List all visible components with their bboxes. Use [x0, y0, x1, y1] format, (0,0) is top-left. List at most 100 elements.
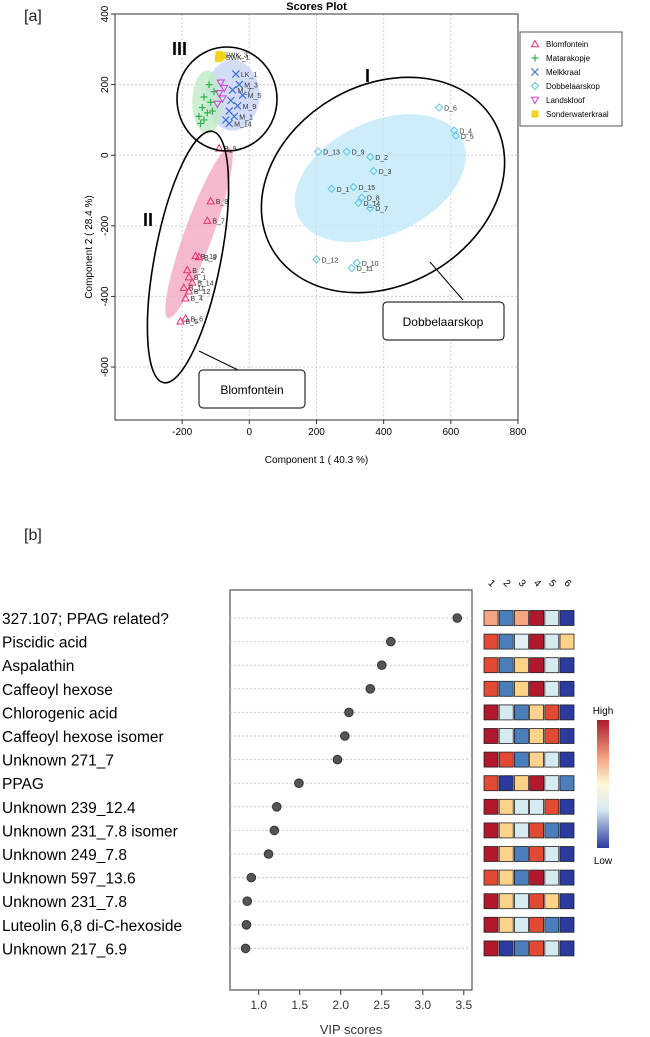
color-scale-high: High: [593, 706, 614, 717]
compound-label: 327.107; PPAG related?: [2, 611, 169, 628]
data-point: [312, 255, 321, 264]
compound-label: Aspalathin: [2, 658, 74, 675]
point-label: D_6: [444, 106, 457, 113]
legend-label: Sonderwaterkraal: [546, 110, 609, 119]
x-tick-label: 400: [375, 427, 392, 438]
vip-dot: [376, 660, 387, 670]
y-tick-label: 0: [100, 152, 111, 158]
y-tick-label: 200: [100, 76, 111, 93]
point-label: D_15: [358, 185, 375, 192]
compound-label: Chlorogenic acid: [2, 705, 117, 722]
vip-dot: [344, 707, 354, 718]
callout-box: [198, 369, 306, 409]
data-point: [179, 283, 189, 291]
vip-dot: [271, 802, 282, 812]
point-label: D_2: [375, 155, 388, 162]
panel-label-b: [b]: [24, 527, 42, 544]
x-tick-label: 800: [510, 427, 527, 438]
color-scale-low: Low: [594, 856, 613, 867]
x-tick-label: 3.5: [455, 998, 472, 1012]
data-point: [206, 196, 216, 205]
point-label: D_3: [379, 169, 392, 176]
vip-dot: [340, 731, 350, 741]
heatmap-cell: [529, 798, 544, 815]
heatmap-cell: [483, 940, 499, 957]
data-point: [181, 313, 190, 322]
vip-dot: [269, 825, 280, 836]
series-matarakopje: [195, 81, 218, 127]
compound-label: Unknown 231_7.8 isomer: [2, 823, 178, 840]
series-blomfontein: B_9 B_8 B_7 B_10B_3 B_2B_1B_14B_11B_12B_4 B_6…: [176, 143, 237, 326]
x-tick-label: 3.0: [414, 998, 431, 1012]
heatmap-cell: [483, 610, 499, 626]
heatmap-cell: [498, 633, 514, 650]
heatmap-cell: [483, 775, 499, 792]
series-dobbelaarskop: D_6 D_4D_5 D_13 D_9 D_2 D_3 D_1 D_15 D_8D_14D_7 D…: [312, 103, 474, 273]
heatmap-cell: [544, 869, 560, 886]
heatmap-cell: [544, 893, 560, 910]
heatmap-cell: [514, 633, 529, 650]
heatmap-cell: [514, 798, 529, 815]
y-axis-label: Component 2 ( 28.4 %): [84, 195, 95, 298]
compound-label: Unknown 217_6.9: [2, 941, 127, 958]
heatmap-cell: [498, 680, 514, 697]
data-point: [238, 91, 247, 100]
data-point: [347, 263, 356, 273]
group-label-ii: II: [143, 210, 153, 230]
legend-marker: [530, 39, 540, 48]
heatmap-cell: [514, 869, 529, 886]
group-outline: [176, 46, 278, 152]
legend-label: Landskloof: [546, 96, 585, 105]
heatmap-cell: [559, 775, 575, 792]
data-point: [349, 182, 358, 192]
plot-frame: [229, 589, 473, 991]
point-label: M_5: [248, 93, 262, 100]
heatmap-cell: [498, 798, 514, 815]
x-tick-label: 1.0: [250, 998, 267, 1012]
heatmap-cell: [514, 893, 529, 910]
heatmap-cell: [529, 633, 544, 650]
heatmap-cell: [498, 775, 514, 792]
point-label: B_9: [224, 146, 237, 153]
data-point: [205, 81, 213, 89]
compound-label: Unknown 231_7.8: [2, 894, 127, 911]
data-point: [184, 272, 194, 281]
heatmap-cell: [498, 704, 514, 721]
heatmap-column-label: 3: [516, 578, 528, 590]
heatmap-cell: [483, 798, 499, 815]
point-label: B_8: [216, 199, 229, 206]
confidence-region: [294, 114, 466, 243]
heatmap-cell: [514, 846, 529, 862]
heatmap-cell: [514, 704, 529, 721]
data-point: [228, 85, 237, 94]
group-outline: [260, 76, 506, 294]
y-tick-label: -600: [100, 357, 111, 377]
panel-label-a: [a]: [24, 8, 42, 25]
heatmap-cell: [483, 728, 499, 744]
y-tick-label: 400: [100, 5, 111, 22]
heatmap-cell: [529, 728, 544, 744]
heatmap-column-label: 1: [485, 578, 497, 590]
compound-label: Piscidic acid: [2, 635, 87, 652]
point-label: D_7: [375, 206, 388, 213]
vip-dot: [242, 896, 253, 907]
heatmap-cell: [529, 822, 544, 839]
group-label-iii: III: [172, 39, 187, 59]
heatmap-cell: [559, 633, 575, 650]
data-point: [230, 112, 239, 121]
x-axis-label: VIP scores: [320, 1022, 383, 1037]
heatmap-column-label: 5: [546, 578, 558, 590]
legend-marker: [531, 54, 539, 62]
heatmap-cell: [498, 916, 514, 933]
data-point: [187, 277, 197, 286]
legend-label: Matarakopje: [546, 54, 591, 63]
point-label: D_10: [362, 261, 379, 268]
data-point: [182, 265, 192, 274]
x-tick-label: 2.0: [332, 998, 349, 1012]
series-melkkraal: LK_1 M_3M_7M_5 M_9 M_1M_14: [221, 70, 262, 128]
heatmap-cell: [498, 657, 514, 674]
legend-box: [519, 31, 623, 127]
data-point: [194, 252, 204, 261]
heatmap-cell: [544, 610, 560, 626]
data-point: [176, 316, 185, 325]
